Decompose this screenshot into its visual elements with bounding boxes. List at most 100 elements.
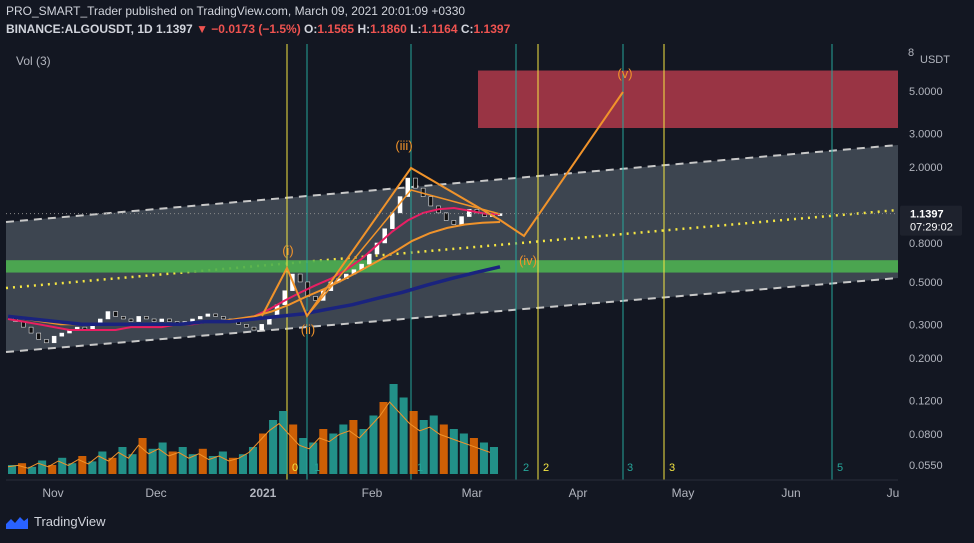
candle	[259, 324, 264, 331]
volume-bar	[148, 448, 157, 474]
resistance-zone	[478, 70, 898, 129]
volume-bar	[18, 463, 27, 474]
candle	[159, 318, 164, 322]
price-axis-unit: USDT	[920, 54, 950, 66]
volume-bar	[38, 460, 47, 474]
price-tick: 0.0800	[909, 429, 943, 441]
price-tick: 0.3000	[909, 319, 943, 331]
time-tick: Dec	[145, 486, 166, 500]
footer-branding[interactable]: TradingView	[6, 514, 106, 529]
wave-label-0: (i)	[282, 243, 294, 258]
close-value: 1.1397	[473, 22, 511, 36]
candle	[451, 220, 457, 225]
wave-label-3: (iv)	[519, 253, 537, 268]
volume-bar	[28, 466, 37, 474]
volume-bar	[58, 457, 67, 474]
candle	[374, 242, 380, 255]
volume-ma-line	[7, 401, 491, 469]
volume-bar	[208, 456, 217, 474]
candle	[128, 318, 134, 322]
cycle-label-7: 5	[837, 462, 843, 474]
price-tick: 0.8000	[909, 238, 943, 250]
tradingview-brand: TradingView	[34, 514, 106, 529]
high-label: H:	[357, 22, 371, 36]
volume-bar	[469, 438, 478, 474]
volume-bar	[459, 433, 468, 474]
candle	[167, 318, 172, 322]
time-tick: Feb	[362, 486, 383, 500]
low-label: L:	[410, 22, 422, 36]
price-tick: 5.0000	[909, 86, 943, 98]
change-value: −0.0173 (−1.5%)	[211, 22, 301, 36]
volume-bar	[48, 465, 57, 474]
volume-bar	[98, 451, 107, 474]
tradingview-logo-icon	[6, 515, 28, 529]
time-tick: Ju	[887, 486, 900, 500]
candle	[367, 253, 372, 265]
cycle-label-1: 1	[314, 462, 320, 474]
volume-bar	[188, 454, 197, 474]
wave-label-1: (ii)	[301, 322, 315, 337]
candle	[282, 290, 287, 305]
candle	[443, 212, 449, 221]
candle	[51, 335, 57, 344]
volume-bar	[349, 420, 358, 474]
candle	[105, 311, 111, 320]
volume-bar	[178, 447, 187, 474]
candle	[113, 311, 118, 317]
candle	[44, 339, 49, 344]
price-tick: 3.0000	[909, 128, 943, 140]
sma-blue-line	[7, 265, 501, 327]
high-value: 1.1860	[370, 22, 407, 36]
time-tick: Nov	[42, 486, 63, 500]
price-tick-partial: 8	[908, 47, 914, 59]
candle	[313, 296, 318, 301]
cycle-label-0: 0	[292, 462, 298, 474]
wave-label-4: (v)	[617, 66, 632, 81]
volume-bar	[339, 424, 348, 474]
volume-bar	[108, 457, 117, 474]
volume-bar	[138, 438, 147, 474]
time-tick: Mar	[462, 486, 483, 500]
channel-lower-line	[5, 277, 899, 353]
wave-label-2: (iii)	[395, 138, 412, 153]
volume-bar	[399, 397, 408, 474]
candle	[413, 177, 418, 189]
volume-bar	[118, 447, 127, 474]
symbol-label[interactable]: BINANCE:ALGOUSDT, 1D	[6, 22, 153, 36]
price-tick: 0.2000	[909, 353, 943, 365]
volume-bar	[198, 448, 207, 474]
open-value: 1.1565	[317, 22, 355, 36]
candle	[251, 326, 257, 331]
cycle-label-4: 2	[543, 462, 549, 474]
candle	[136, 316, 141, 322]
cycle-label-6: 3	[669, 462, 675, 474]
last-price: 1.1397	[156, 22, 193, 36]
volume-bar	[309, 442, 318, 474]
candle	[297, 273, 303, 283]
support-zone	[6, 260, 898, 273]
volume-bar	[88, 461, 97, 474]
volume-bar	[8, 465, 17, 474]
elliott-wave-path	[261, 91, 624, 319]
price-channel-fill	[6, 145, 898, 352]
volume-bar	[439, 424, 448, 474]
volume-bar	[359, 429, 368, 474]
volume-bar	[279, 411, 288, 474]
volume-bar	[329, 433, 338, 474]
volume-bar	[409, 411, 418, 474]
candle	[221, 316, 226, 320]
volume-bar	[238, 454, 247, 474]
volume-bar	[369, 415, 378, 474]
volume-bar	[168, 451, 177, 474]
volume-bar	[128, 454, 137, 474]
last-price-tag	[900, 205, 962, 236]
candle	[205, 313, 211, 317]
volume-bar	[259, 433, 268, 474]
candle	[197, 316, 203, 320]
candle	[28, 326, 34, 334]
countdown-label: 07:29:02	[910, 222, 953, 234]
volume-bar	[449, 429, 458, 474]
candle	[459, 216, 464, 225]
